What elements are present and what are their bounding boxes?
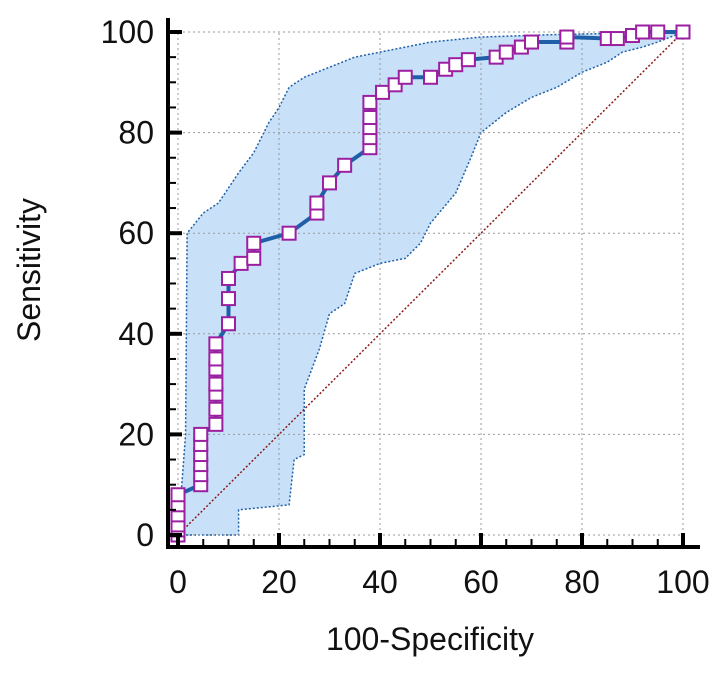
roc-point xyxy=(559,29,575,45)
y-tick-label: 60 xyxy=(118,215,154,251)
roc-point xyxy=(208,336,224,352)
grid xyxy=(177,31,684,536)
roc-point xyxy=(362,110,378,126)
roc-point xyxy=(448,57,464,73)
roc-point xyxy=(337,157,353,173)
roc-point xyxy=(498,44,514,60)
roc-point xyxy=(281,225,297,241)
ci-lower-line xyxy=(178,31,684,536)
roc-point xyxy=(675,24,691,40)
roc-point xyxy=(221,316,236,332)
roc-point xyxy=(362,94,378,110)
diagonal-line xyxy=(177,31,684,536)
confidence-band xyxy=(177,31,684,536)
x-tick-label: 40 xyxy=(362,564,398,600)
roc-point xyxy=(208,376,224,392)
roc-point xyxy=(193,426,209,442)
roc-point xyxy=(309,195,325,211)
roc-point xyxy=(208,401,224,417)
y-axis-label: Sensitivity xyxy=(11,198,47,342)
roc-point xyxy=(397,69,413,85)
confidence-band-area xyxy=(178,32,683,535)
x-axis-label: 100-Specificity xyxy=(326,621,534,657)
y-tick-label: 100 xyxy=(101,14,154,50)
roc-point xyxy=(460,52,476,68)
y-tick-label: 20 xyxy=(118,416,154,452)
roc-point xyxy=(650,24,666,40)
roc-point xyxy=(375,84,391,100)
y-tick-label: 80 xyxy=(118,115,154,151)
roc-point xyxy=(524,34,539,50)
roc-point xyxy=(322,175,337,191)
roc-point xyxy=(246,235,262,251)
reference-line xyxy=(177,31,684,536)
roc-point xyxy=(423,69,438,85)
y-tick-label: 0 xyxy=(136,517,154,553)
x-tick-label: 20 xyxy=(261,564,297,600)
roc-point xyxy=(221,270,236,286)
x-tick-label: 80 xyxy=(564,564,600,600)
axes: 0 20 40 60 80 100 0 20 40 60 80 100 xyxy=(101,14,710,600)
roc-point xyxy=(233,255,249,271)
roc-point xyxy=(208,351,224,367)
roc-point xyxy=(170,487,186,503)
x-tick-label: 60 xyxy=(463,564,499,600)
x-tick-label: 0 xyxy=(169,564,187,600)
roc-point xyxy=(208,416,224,432)
roc-point xyxy=(635,24,651,40)
roc-point xyxy=(221,291,236,307)
x-tick-label: 100 xyxy=(656,564,709,600)
y-tick-label: 40 xyxy=(118,316,154,352)
roc-point xyxy=(609,31,625,47)
roc-point xyxy=(246,250,262,266)
